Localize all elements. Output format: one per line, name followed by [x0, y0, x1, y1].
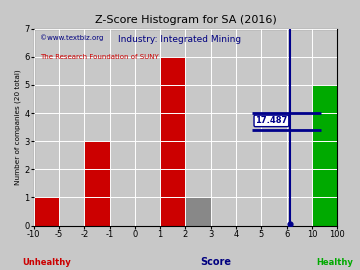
Text: The Research Foundation of SUNY: The Research Foundation of SUNY — [40, 54, 159, 60]
Bar — [312, 85, 337, 226]
Text: ©www.textbiz.org: ©www.textbiz.org — [40, 35, 103, 41]
Bar — [160, 57, 185, 226]
Bar — [34, 197, 59, 226]
Text: Score: Score — [201, 256, 231, 266]
Title: Z-Score Histogram for SA (2016): Z-Score Histogram for SA (2016) — [95, 15, 276, 25]
Text: Healthy: Healthy — [316, 258, 353, 266]
Bar — [185, 197, 211, 226]
Text: Industry: Integrated Mining: Industry: Integrated Mining — [118, 35, 242, 44]
Text: 17.487: 17.487 — [255, 116, 288, 125]
Y-axis label: Number of companies (20 total): Number of companies (20 total) — [15, 69, 22, 185]
Bar — [84, 141, 110, 226]
Text: Unhealthy: Unhealthy — [22, 258, 71, 266]
